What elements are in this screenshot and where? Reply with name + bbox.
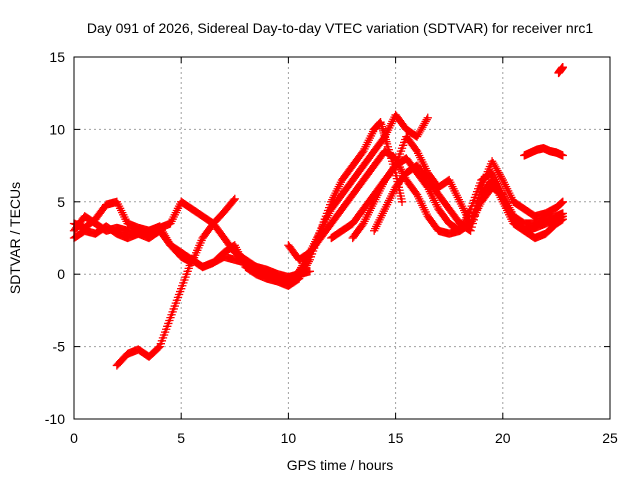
data-point	[476, 194, 485, 203]
y-tick-label: 15	[49, 49, 65, 65]
y-tick-label: 10	[49, 121, 65, 137]
data-series	[69, 62, 567, 370]
data-point	[470, 212, 480, 221]
data-point	[471, 208, 481, 217]
plot-frame	[73, 56, 611, 420]
x-tick-label: 20	[495, 430, 511, 446]
x-tick-label: 25	[602, 430, 618, 446]
data-point	[558, 151, 567, 160]
series-track-10	[554, 62, 567, 78]
x-tick-label: 0	[70, 430, 78, 446]
x-tick-label: 5	[177, 430, 185, 446]
data-point	[468, 219, 477, 228]
data-point	[390, 162, 399, 172]
series-track-9	[520, 144, 567, 160]
x-tick-labels: 0 5 10 15 20 25	[70, 430, 618, 446]
y-axis-label: SDTVAR / TECUs	[7, 182, 23, 294]
chart-title: Day 091 of 2026, Sidereal Day-to-day VTE…	[87, 20, 593, 36]
y-tick-label: -5	[53, 339, 66, 355]
series-track-7	[348, 132, 567, 243]
data-point	[558, 62, 567, 72]
data-point	[472, 204, 482, 214]
data-point	[423, 113, 432, 122]
data-point	[469, 215, 479, 225]
x-tick-label: 15	[388, 430, 404, 446]
y-tick-label: 5	[57, 194, 65, 210]
x-tick-label: 10	[281, 430, 297, 446]
data-point	[558, 197, 567, 206]
data-point	[473, 201, 483, 210]
series-track-3	[112, 118, 407, 370]
data-point	[466, 226, 475, 235]
data-point	[229, 196, 238, 205]
data-point	[467, 222, 476, 232]
data-point	[475, 197, 484, 206]
data-point	[397, 197, 407, 206]
data-point	[230, 194, 239, 204]
y-tick-label: 0	[57, 266, 65, 282]
y-tick-labels: -10 -5 0 5 10 15	[45, 49, 65, 427]
y-tick-label: -10	[45, 411, 65, 427]
data-point	[558, 212, 567, 221]
x-axis-label: GPS time / hours	[287, 457, 394, 473]
series-track-8	[370, 161, 567, 235]
